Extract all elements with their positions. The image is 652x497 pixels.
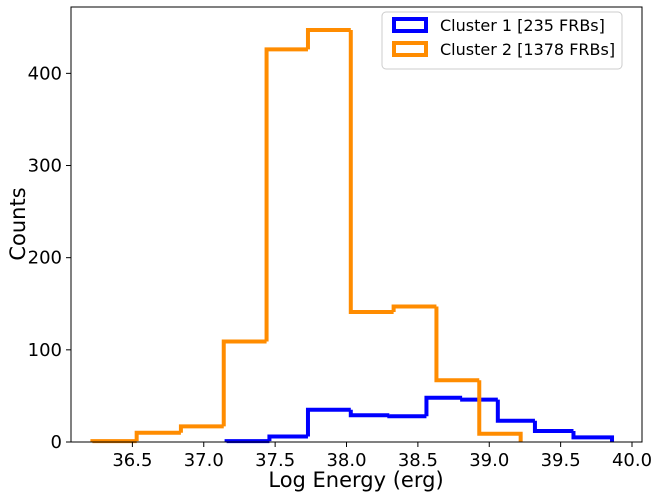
series-2-bin-10 [477,380,523,442]
series-1-bin-7 [460,397,498,402]
series-1-bin-6 [424,395,463,417]
series-2 [90,28,523,444]
x-axis: 36.5 37.0 37.5 38.0 38.5 39.0 39.5 40.0 [112,442,652,471]
series-2-bin-9 [434,306,480,383]
series-1-bin-5 [387,414,427,419]
x-axis-title: Log Energy (erg) [268,468,443,492]
y-tick-label: 400 [28,63,62,84]
x-tick-label: 37.0 [184,450,224,471]
series-2-bin-7 [348,30,394,315]
series-1-bin-3 [305,407,351,437]
x-tick-label: 38.0 [326,450,366,471]
axes-frame [70,6,643,443]
legend-swatch-cluster-2 [392,41,428,57]
series-2-bin-2 [134,430,181,442]
x-tick-label: 36.5 [112,450,152,471]
legend-label-cluster-2: Cluster 2 [1378 FRBs] [440,40,615,59]
series-2-bin-5 [264,47,308,342]
series-2-bin-3 [178,424,224,433]
series-1-bin-10 [571,430,615,442]
y-tick-label: 100 [28,340,62,361]
y-tick-label: 0 [51,432,62,453]
series-layer [90,28,615,444]
y-tick-label: 200 [28,248,62,269]
y-axis-title: Counts [6,187,30,260]
x-tick-label: 38.5 [398,450,438,471]
y-tick-label: 300 [28,156,62,177]
series-2-bin-8 [391,304,437,313]
x-tick-label: 39.5 [541,450,581,471]
series-1-bin-9 [532,420,574,433]
legend-swatch-cluster-1 [392,17,428,33]
x-tick-label: 39.0 [469,450,509,471]
series-2-bin-6 [305,28,351,50]
series-2-bin-4 [221,339,267,427]
x-tick-label: 37.5 [255,450,295,471]
series-1-bin-4 [348,409,390,418]
series-1 [224,395,615,444]
legend-label-cluster-1: Cluster 1 [235 FRBs] [440,16,605,35]
series-1-bin-8 [495,399,535,423]
series-1-bin-2 [267,434,308,442]
x-tick-label: 40.0 [612,450,652,471]
legend-box [381,11,623,70]
legend: Cluster 1 [235 FRBs] Cluster 2 [1378 FRB… [381,11,623,70]
y-axis: 0 100 200 300 400 [28,63,71,453]
